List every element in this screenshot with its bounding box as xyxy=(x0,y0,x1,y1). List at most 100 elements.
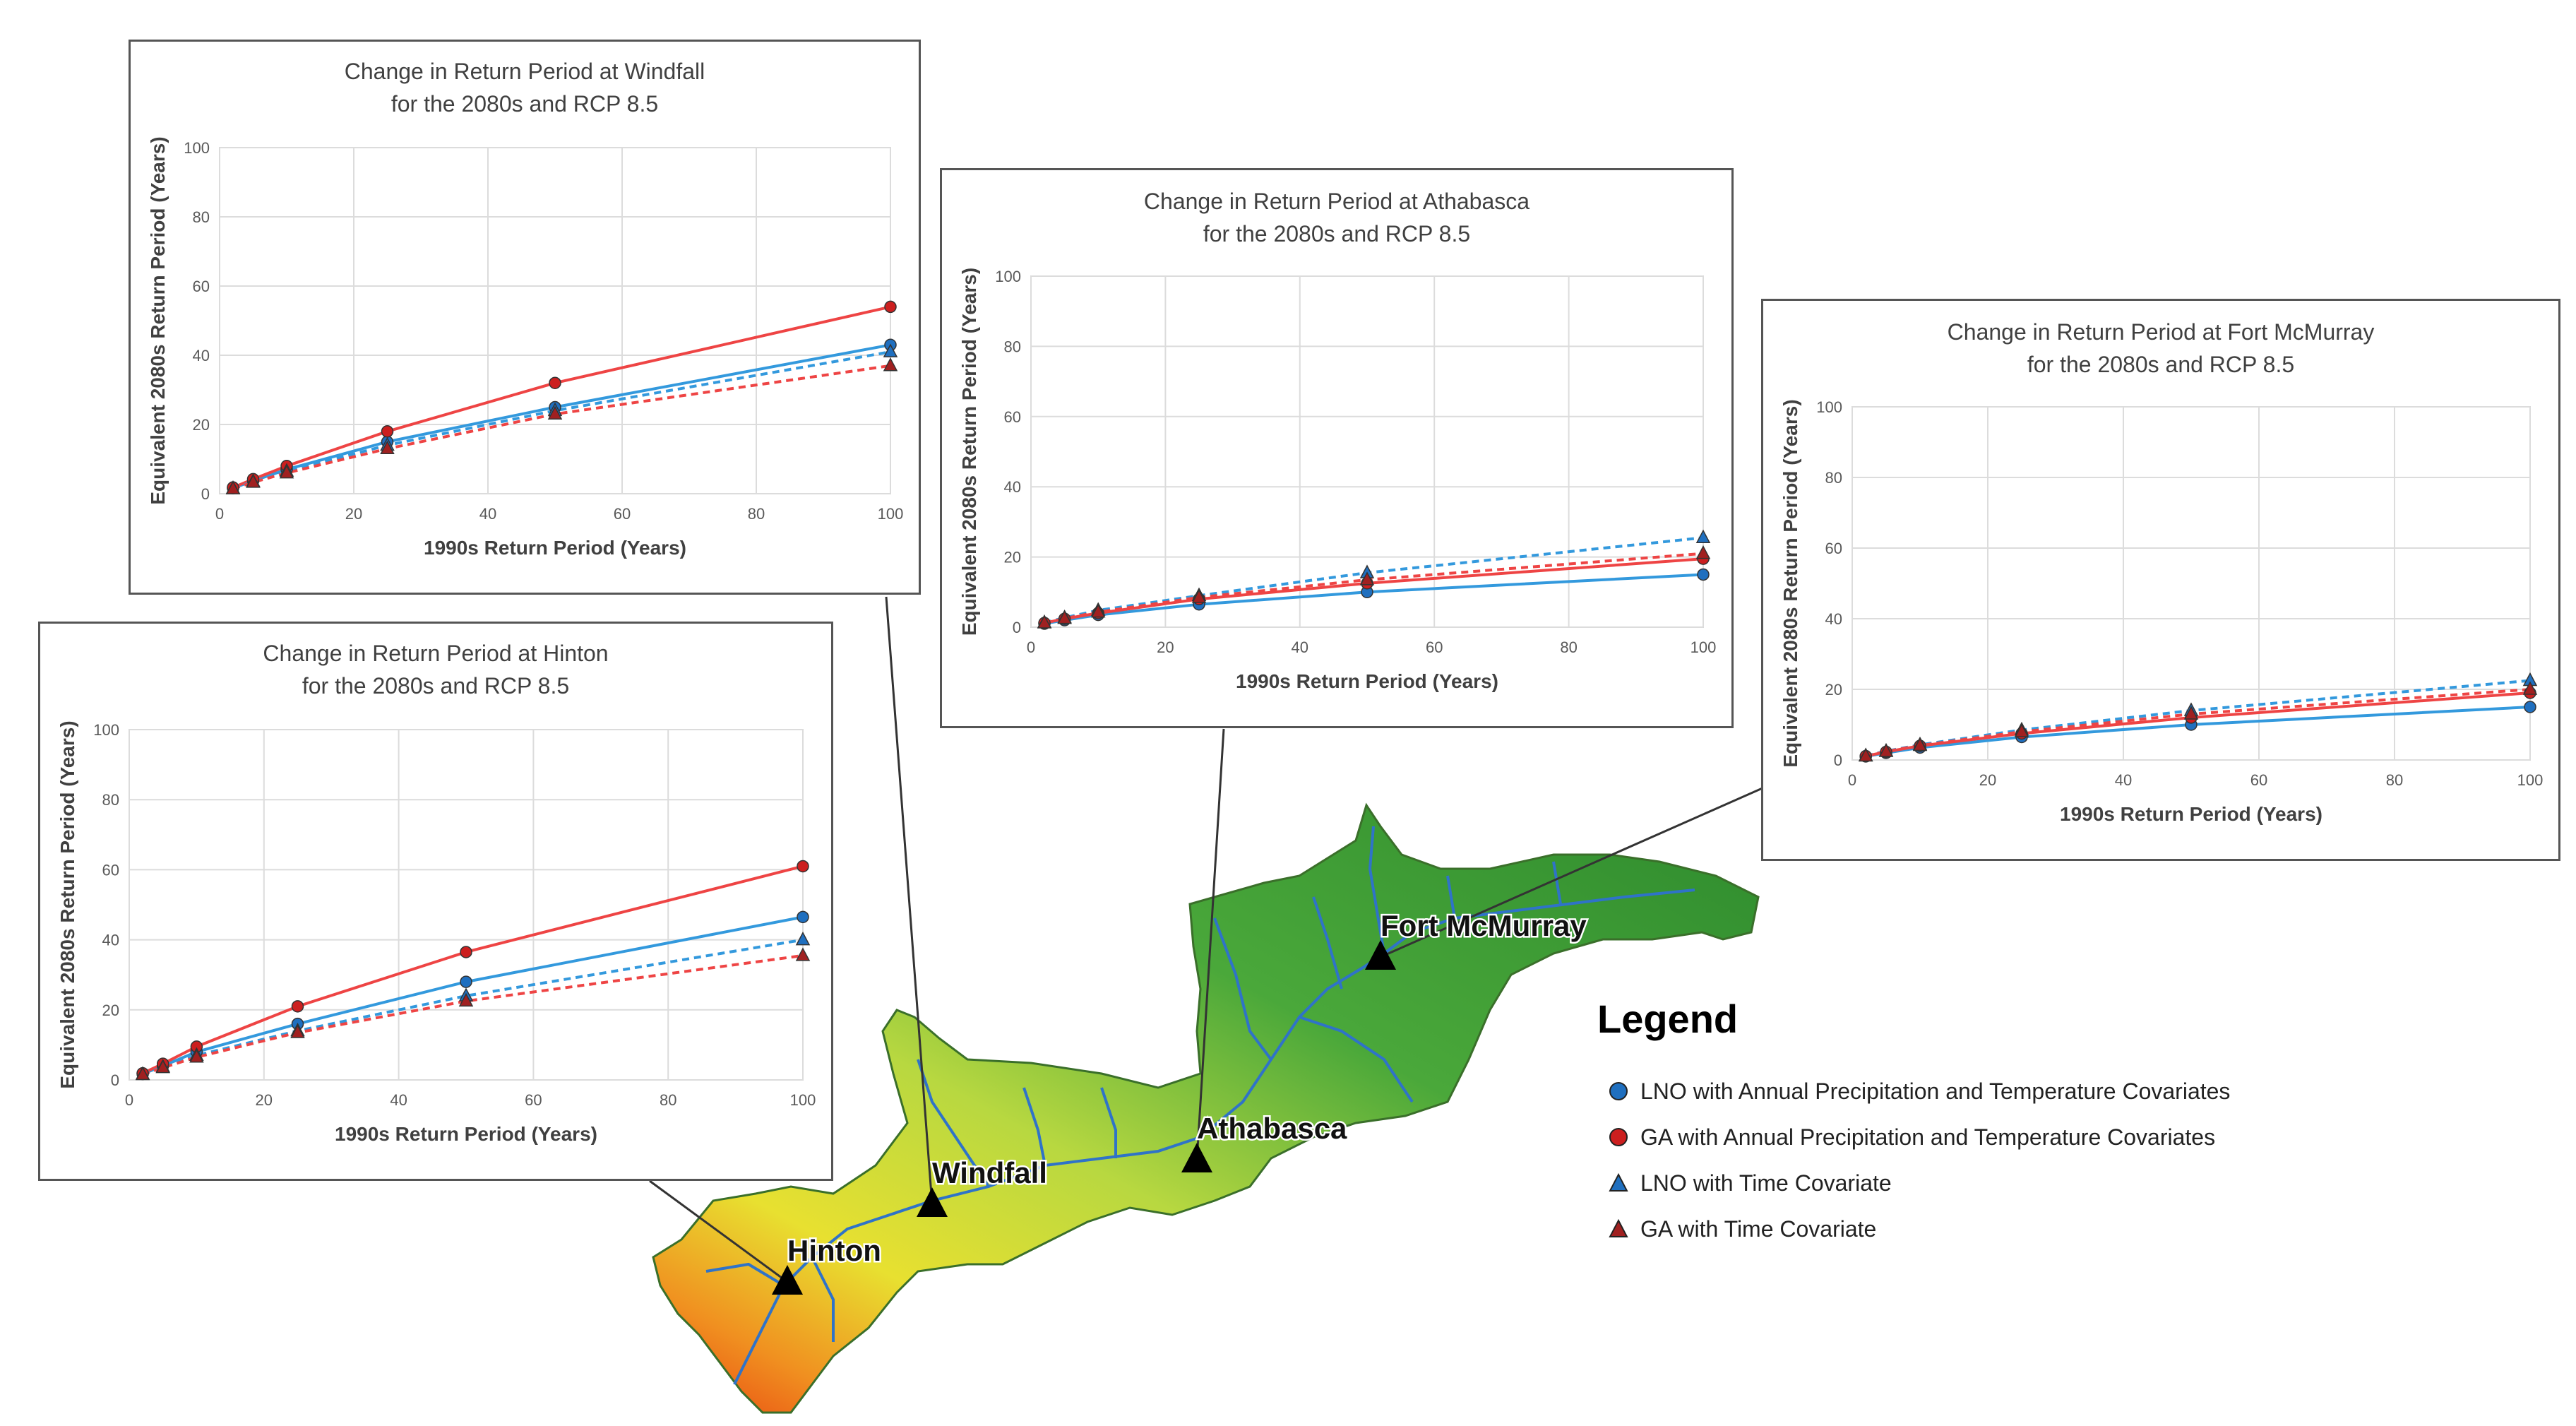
x-tick-label: 0 xyxy=(1848,771,1856,789)
leader-line xyxy=(885,596,934,1205)
point-ga_time xyxy=(883,357,898,372)
y-tick-label: 60 xyxy=(1825,540,1842,557)
y-tick-label: 80 xyxy=(1825,469,1842,487)
point-ga_time xyxy=(380,440,395,455)
point-ga_pt xyxy=(884,300,897,314)
x-tick-label: 100 xyxy=(878,505,904,523)
y-tick-label: 0 xyxy=(1834,751,1842,769)
river xyxy=(811,1256,835,1342)
line-chart-hinton: 0 20 40 60 80 100 0 20 40 60 80 100 1990s Return Per… xyxy=(56,720,816,1145)
point-ga_time xyxy=(547,405,563,420)
point-ga_pt xyxy=(291,1000,304,1013)
town-label-fort-mcmurray: Fort McMurray xyxy=(1381,909,1587,942)
legend-item-lno-pt: LNO with Annual Precipitation and Temper… xyxy=(1606,1074,2230,1109)
chart-panel-hinton: Change in Return Period at Hinton for th… xyxy=(38,622,833,1181)
x-tick-label: 80 xyxy=(1560,638,1577,656)
river xyxy=(733,952,1385,1385)
point-lno_pt xyxy=(1697,568,1710,581)
series-line-lno_time xyxy=(142,938,804,1076)
watershed-area xyxy=(652,802,1760,1414)
y-tick-label: 40 xyxy=(102,932,119,949)
line-chart-athabasca: 0 20 40 60 80 100 0 20 40 60 80 100 1990s Return Per… xyxy=(958,268,1716,692)
point-ga_time xyxy=(2014,723,2029,737)
y-tick-label: 20 xyxy=(193,416,210,434)
chart-title: Change in Return Period at Athabasca xyxy=(1143,189,1530,214)
x-tick-label: 20 xyxy=(1979,771,1996,789)
river xyxy=(1552,861,1562,905)
y-tick-label: 20 xyxy=(102,1002,119,1019)
point-ga_time xyxy=(2183,706,2199,720)
point-ga_time xyxy=(189,1049,204,1063)
legend-item-ga-pt: GA with Annual Precipitation and Tempera… xyxy=(1606,1119,2215,1155)
series-line-ga_time xyxy=(232,364,891,491)
x-tick-label: 100 xyxy=(790,1091,816,1109)
point-ga_time xyxy=(1057,610,1072,624)
series-line-ga_pt xyxy=(142,864,804,1075)
x-axis-label: 1990s Return Period (Years) xyxy=(2060,803,2322,825)
plot-area xyxy=(129,729,804,1081)
point-ga_time xyxy=(1912,737,1928,751)
town-marker-windfall xyxy=(917,1187,948,1217)
x-tick-label: 40 xyxy=(1292,638,1308,656)
river xyxy=(1299,1016,1414,1103)
y-tick-label: 20 xyxy=(1825,681,1842,699)
leader-line xyxy=(1195,728,1225,1160)
series-line-ga_time xyxy=(1044,552,1704,624)
series-line-lno_pt xyxy=(232,343,891,490)
legend-label: LNO with Time Covariate xyxy=(1640,1170,1892,1196)
x-tick-label: 80 xyxy=(660,1091,676,1109)
chart-panel-fort-mcmurray: Change in Return Period at Fort McMurray… xyxy=(1761,299,2560,861)
y-tick-label: 40 xyxy=(1004,478,1021,496)
point-ga_time xyxy=(2522,681,2538,695)
town-label-athabasca: Athabasca xyxy=(1197,1112,1347,1145)
y-tick-label: 100 xyxy=(184,139,210,157)
y-tick-label: 60 xyxy=(193,278,210,295)
triangle-marker-icon xyxy=(1609,1172,1628,1192)
point-lno_time xyxy=(795,931,811,946)
point-lno_pt xyxy=(797,910,809,924)
x-axis-label: 1990s Return Period (Years) xyxy=(424,537,686,559)
chart-subtitle: for the 2080s and RCP 8.5 xyxy=(390,91,659,117)
point-ga_time xyxy=(1191,589,1207,603)
circle-marker-icon xyxy=(1609,1128,1628,1146)
legend-label: GA with Time Covariate xyxy=(1640,1216,1877,1242)
x-axis-label: 1990s Return Period (Years) xyxy=(1236,670,1498,692)
x-tick-label: 0 xyxy=(215,505,224,523)
x-tick-label: 40 xyxy=(390,1091,407,1109)
y-tick-label: 60 xyxy=(1004,408,1021,426)
legend-label: LNO with Annual Precipitation and Temper… xyxy=(1640,1078,2231,1104)
series-line-lno_pt xyxy=(1865,706,2531,758)
town-label-hinton: Hinton xyxy=(787,1234,881,1267)
triangle-marker-icon xyxy=(1609,1218,1628,1237)
line-chart-fort-mcmurray: 0 20 40 60 80 100 0 20 40 60 80 100 1990s Return Per… xyxy=(1779,398,2543,825)
circle-marker-icon xyxy=(1609,1082,1628,1100)
y-tick-label: 100 xyxy=(93,721,119,739)
river xyxy=(1312,896,1343,990)
x-tick-label: 60 xyxy=(525,1091,542,1109)
y-axis-label: Equivalent 2080s Return Period (Years) xyxy=(1779,399,1801,767)
river xyxy=(1100,1087,1117,1158)
point-ga_time xyxy=(1695,545,1711,559)
point-ga_time xyxy=(795,947,811,961)
leader-line xyxy=(649,1180,788,1283)
chart-subtitle: for the 2080s and RCP 8.5 xyxy=(302,673,570,699)
y-axis-label: Equivalent 2080s Return Period (Years) xyxy=(147,136,169,504)
y-tick-label: 100 xyxy=(1816,398,1842,416)
town-label-windfall: Windfall xyxy=(932,1156,1047,1189)
point-ga_time xyxy=(155,1059,170,1074)
series-line-lno_time xyxy=(232,350,891,490)
x-tick-label: 0 xyxy=(1027,638,1035,656)
point-ga_time xyxy=(1359,571,1375,586)
x-tick-label: 20 xyxy=(256,1091,273,1109)
y-tick-label: 0 xyxy=(201,485,210,503)
y-tick-label: 60 xyxy=(102,861,119,879)
legend-label: GA with Annual Precipitation and Tempera… xyxy=(1640,1124,2216,1150)
point-ga_time xyxy=(458,992,474,1007)
plot-area xyxy=(219,147,891,494)
chart-title: Change in Return Period at Hinton xyxy=(263,641,609,666)
town-marker-hinton xyxy=(772,1265,803,1295)
chart-subtitle: for the 2080s and RCP 8.5 xyxy=(1203,221,1471,246)
y-tick-label: 100 xyxy=(995,268,1021,285)
